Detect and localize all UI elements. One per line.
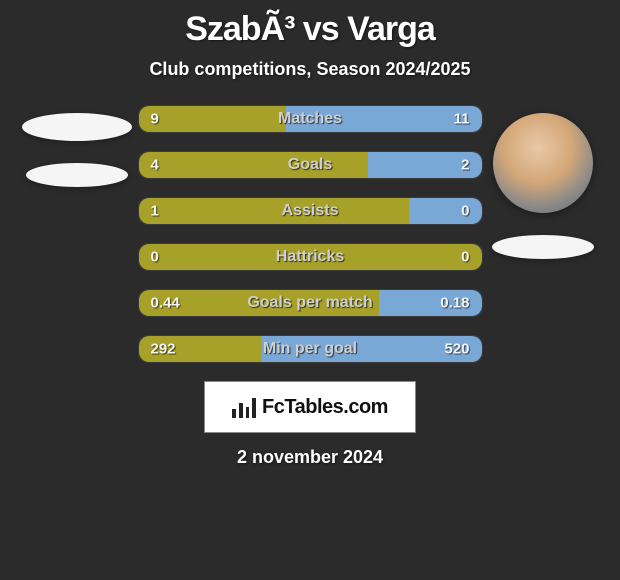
footer-date: 2 november 2024	[237, 447, 383, 468]
stat-value-right: 0.18	[440, 295, 469, 312]
bar-chart-icon	[232, 396, 256, 418]
page-subtitle: Club competitions, Season 2024/2025	[149, 59, 470, 80]
stat-label: Assists	[282, 202, 339, 220]
stat-value-left: 9	[151, 111, 159, 128]
stat-value-left: 1	[151, 203, 159, 220]
comparison-row: Matches 9 11 Goals 4 2 Assists 1 0 Hattricks 0 0 Goa…	[0, 105, 620, 363]
site-logo: FcTables.com	[204, 381, 416, 433]
page-title: SzabÃ³ vs Varga	[185, 10, 435, 49]
stat-value-right: 0	[461, 203, 469, 220]
stat-label: Matches	[278, 110, 342, 128]
player-left-team-badge	[26, 163, 128, 187]
stats-list: Matches 9 11 Goals 4 2 Assists 1 0 Hattricks 0 0 Goa…	[138, 105, 483, 363]
stat-bar: Goals per match 0.44 0.18	[138, 289, 483, 317]
player-left-avatar	[22, 113, 132, 141]
stat-value-right: 11	[454, 111, 470, 128]
player-left-column	[25, 105, 130, 187]
stat-bar: Hattricks 0 0	[138, 243, 483, 271]
stat-value-left: 0	[151, 249, 159, 266]
stat-label: Goals	[288, 156, 332, 174]
stat-value-right: 0	[461, 249, 469, 266]
site-logo-text: FcTables.com	[262, 396, 388, 419]
stat-fill-right	[409, 198, 481, 224]
infographic-container: SzabÃ³ vs Varga Club competitions, Seaso…	[0, 0, 620, 476]
stat-value-right: 520	[444, 341, 469, 358]
stat-bar: Assists 1 0	[138, 197, 483, 225]
stat-bar: Matches 9 11	[138, 105, 483, 133]
stat-bar: Goals 4 2	[138, 151, 483, 179]
stat-bar: Min per goal 292 520	[138, 335, 483, 363]
player-right-column	[491, 105, 596, 259]
stat-fill-left	[139, 198, 410, 224]
stat-label: Goals per match	[247, 294, 372, 312]
stat-value-left: 0.44	[151, 295, 180, 312]
stat-value-right: 2	[461, 157, 469, 174]
stat-label: Hattricks	[276, 248, 344, 266]
player-right-avatar	[493, 113, 593, 213]
stat-fill-left	[139, 106, 286, 132]
player-right-team-badge	[492, 235, 594, 259]
stat-value-left: 292	[151, 341, 176, 358]
stat-label: Min per goal	[263, 340, 357, 358]
stat-value-left: 4	[151, 157, 159, 174]
stat-fill-left	[139, 152, 369, 178]
